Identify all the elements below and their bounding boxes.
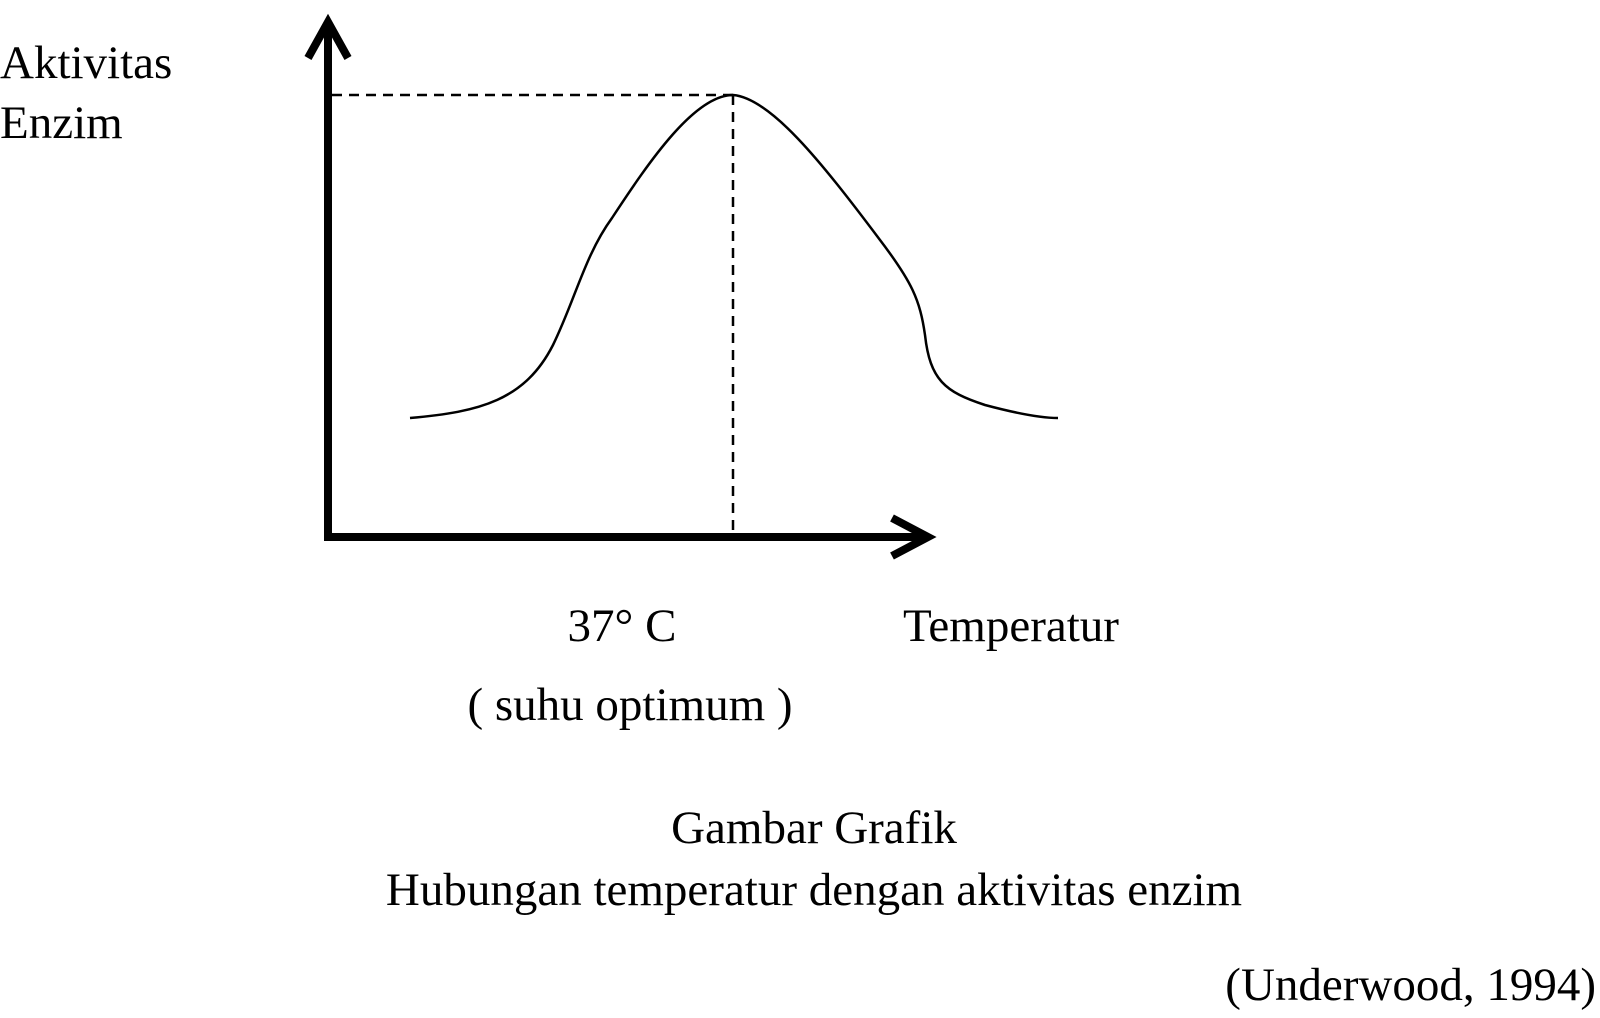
activity-curve	[409, 93, 1059, 420]
caption-subtitle: Hubungan temperatur dengan aktivitas enz…	[386, 864, 1242, 916]
optimum-value: 37° C	[568, 600, 677, 652]
y-axis-label: Enzim	[0, 97, 123, 149]
x-axis-label: Temperatur	[903, 600, 1119, 652]
source: (Underwood, 1994)	[1225, 959, 1596, 1011]
caption-title: Gambar Grafik	[671, 802, 957, 854]
y-axis-arrow	[304, 13, 352, 60]
y-axis-label: Aktivitas	[0, 37, 172, 89]
x-axis-arrow	[890, 514, 937, 560]
optimum-note: ( suhu optimum )	[467, 679, 792, 731]
